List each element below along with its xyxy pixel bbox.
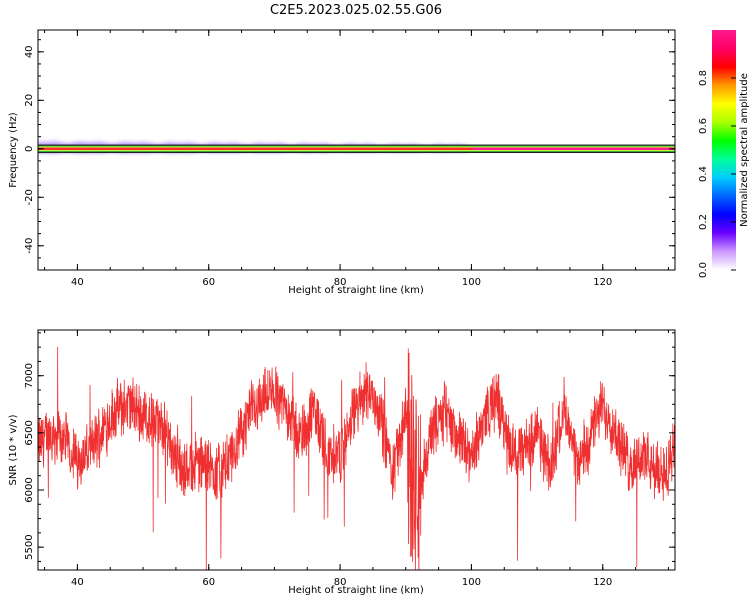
colorbar-tick-label: 0.8 (698, 70, 709, 86)
colorbar-tick-label: 0.6 (698, 118, 709, 134)
colorbar-tick-label: 0.2 (698, 214, 709, 230)
snr-x-tick-label: 120 (593, 577, 612, 588)
spectrogram-y-tick-label: 0 (24, 146, 35, 152)
snr-ticks: 40 60 80 100 120 5500 6000 6500 7000 (24, 330, 675, 588)
colorbar-tick-label: 0.0 (698, 262, 709, 278)
snr-y-tick-label: 7000 (24, 363, 35, 388)
snr-y-tick-label: 6500 (24, 420, 35, 445)
spectrogram-frame (37, 29, 676, 271)
snr-x-tick-label: 80 (334, 577, 347, 588)
spectrogram-layers (38, 140, 675, 155)
spectrogram-y-label: Frequency (Hz) (8, 112, 19, 188)
snr-panel: 40 60 80 100 120 5500 6000 6500 7000 Height of s… (8, 329, 676, 596)
colorbar: 0.0 0.2 0.4 0.6 0.8 Normalized spectral ampl… (698, 30, 750, 278)
colorbar-gradient (712, 30, 736, 270)
spectrogram-x-tick-label: 120 (593, 277, 612, 288)
snr-y-label: SNR (10 * v/v) (8, 414, 19, 485)
spectrogram-x-tick-label: 40 (71, 277, 84, 288)
snr-frame (37, 329, 676, 571)
spectrogram-y-tick-label: 20 (24, 94, 35, 107)
spectrogram-ticks: 40 60 80 100 120 40 20 0 -20 -40 (24, 30, 675, 288)
spectrogram-panel: 40 60 80 100 120 40 20 0 -20 -40 Height of straig… (8, 29, 676, 296)
spectrogram-x-tick-label: 60 (202, 277, 215, 288)
center-line-magenta (471, 147, 675, 150)
spectrogram-x-tick-label: 100 (462, 277, 481, 288)
colorbar-label: Normalized spectral amplitude (739, 73, 750, 227)
spectrogram-x-tick-label: 80 (334, 277, 347, 288)
snr-x-label: Height of straight line (km) (288, 585, 424, 596)
spectrogram-y-tick-label: -20 (24, 189, 35, 205)
snr-x-tick-label: 40 (71, 577, 84, 588)
spectrogram-y-tick-label: 40 (24, 45, 35, 58)
center-line-red (38, 147, 675, 150)
snr-y-tick-label: 6000 (24, 477, 35, 502)
snr-x-tick-label: 60 (202, 577, 215, 588)
snr-y-tick-label: 5500 (24, 534, 35, 559)
spectrogram-y-tick-label: -40 (24, 238, 35, 254)
spectrogram-x-label: Height of straight line (km) (288, 285, 424, 296)
snr-series-line (38, 347, 675, 570)
snr-x-tick-label: 100 (462, 577, 481, 588)
colorbar-tick-label: 0.4 (698, 166, 709, 182)
colorbar-ticks: 0.0 0.2 0.4 0.6 0.8 (698, 70, 736, 278)
chart-title: C2E5.2023.025.02.55.G06 (270, 3, 442, 18)
